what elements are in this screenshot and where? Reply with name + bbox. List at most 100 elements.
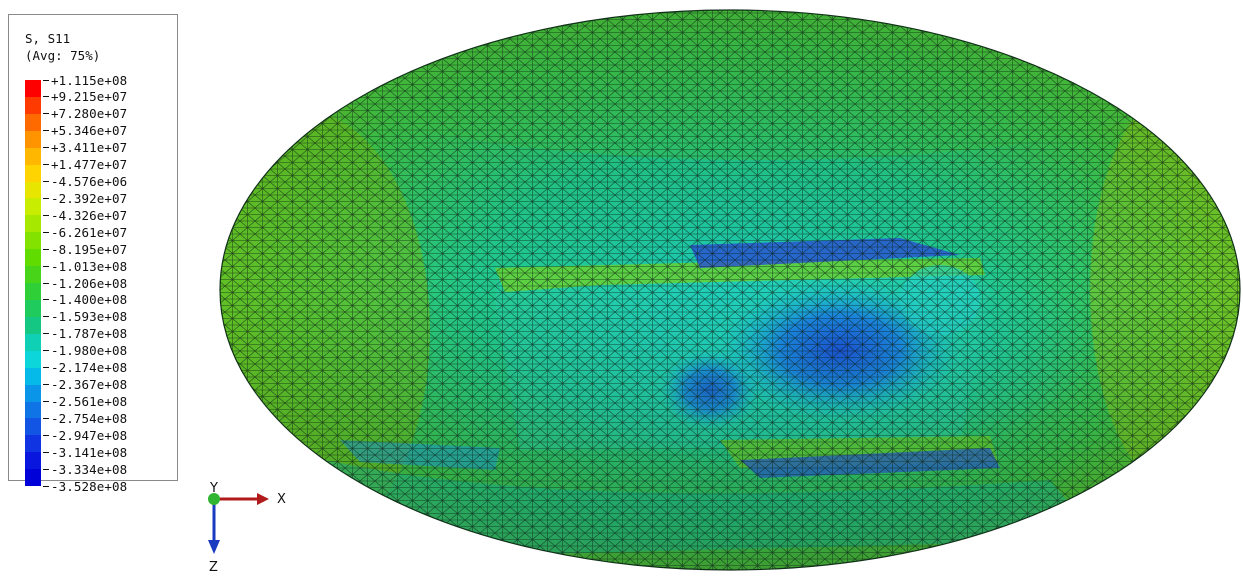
coordinate-triad: Y X Z: [195, 478, 305, 576]
legend-colorbar: [25, 80, 41, 487]
legend-tick: -3.334e+08: [43, 461, 178, 477]
legend-band: [25, 283, 41, 300]
legend-tick: +3.411e+07: [43, 140, 178, 156]
legend-tick: -4.326e+07: [43, 207, 178, 223]
legend-value-label: +3.411e+07: [51, 140, 128, 156]
legend-band: [25, 316, 41, 334]
legend-value-label: +5.346e+07: [51, 123, 128, 139]
legend-tick: -1.013e+08: [43, 258, 178, 274]
legend-value-labels: +1.115e+08 +9.215e+07 +7.280e+07 +5.346e+07…: [43, 73, 178, 494]
legend-value-label: -1.206e+08: [51, 275, 128, 291]
legend-value-label: -1.980e+08: [51, 343, 128, 359]
legend-band: [25, 130, 41, 148]
legend-value-label: -2.947e+08: [51, 427, 128, 443]
legend-tick-mark: [43, 164, 49, 166]
legend-tick-mark: [43, 333, 49, 335]
legend-tick-mark: [43, 197, 49, 199]
legend-band: [25, 435, 41, 453]
y-axis-label: Y: [210, 481, 218, 496]
legend-value-label: -4.326e+07: [51, 207, 128, 223]
legend-tick: -8.195e+07: [43, 241, 178, 257]
legend-value-label: -4.576e+06: [51, 174, 128, 189]
legend-band: [25, 418, 41, 436]
legend-band: [25, 232, 41, 250]
x-axis-label: X: [277, 492, 286, 507]
legend-band: [25, 384, 41, 402]
legend-band: [25, 215, 41, 233]
legend-tick-mark: [43, 113, 49, 115]
legend-tick: -4.576e+06: [43, 174, 178, 189]
legend-tick-mark: [43, 79, 49, 81]
legend-tick-mark: [43, 181, 49, 182]
legend-band: [25, 333, 41, 351]
legend-band: [25, 266, 41, 284]
legend-band: [25, 181, 41, 199]
legend-tick-mark: [43, 400, 49, 402]
x-axis-arrowhead: [257, 493, 269, 505]
legend-band: [25, 299, 41, 317]
legend-value-label: -8.195e+07: [51, 241, 128, 257]
legend-tick: +7.280e+07: [43, 106, 178, 122]
legend-tick: -1.787e+08: [43, 326, 178, 342]
legend-value-label: +9.215e+07: [51, 89, 128, 105]
legend-tick-mark: [43, 451, 49, 453]
legend-value-label: +7.280e+07: [51, 106, 128, 122]
legend-value-label: -3.528e+08: [51, 478, 128, 494]
legend-tick: -3.528e+08: [43, 478, 178, 494]
legend-value-label: -2.392e+07: [51, 190, 128, 206]
legend-band: [25, 164, 41, 182]
legend-value-label: +1.115e+08: [51, 72, 128, 88]
z-axis-arrowhead: [208, 540, 220, 554]
legend-tick-mark: [43, 248, 49, 250]
deformed-ellipsoid-body: [220, 10, 1240, 570]
legend-value-label: -2.367e+08: [51, 377, 128, 392]
legend-averaging-title: (Avg: 75%): [25, 48, 101, 63]
legend-tick-mark: [43, 214, 49, 216]
legend-tick: -2.174e+08: [43, 360, 178, 375]
legend-band: [25, 96, 41, 114]
legend-tick: -2.561e+08: [43, 393, 178, 409]
legend-tick-mark: [43, 282, 49, 284]
legend-band: [25, 469, 41, 487]
legend-value-label: -1.400e+08: [51, 292, 128, 308]
legend-tick: -2.754e+08: [43, 410, 178, 426]
legend-tick: +5.346e+07: [43, 123, 178, 139]
legend-tick: -1.980e+08: [43, 343, 178, 359]
z-axis-label: Z: [209, 560, 218, 575]
legend-tick-mark: [43, 231, 49, 233]
legend-band: [25, 452, 41, 470]
legend-tick-mark: [43, 417, 49, 419]
legend-tick: -1.400e+08: [43, 292, 178, 308]
legend-band: [25, 249, 41, 267]
legend-value-label: -2.754e+08: [51, 410, 128, 426]
legend-value-label: -1.013e+08: [51, 258, 128, 274]
legend-tick-mark: [43, 485, 49, 487]
y-axis-dot: [208, 493, 220, 505]
legend-tick: -2.367e+08: [43, 377, 178, 392]
legend-band: [25, 198, 41, 216]
legend-value-label: -2.561e+08: [51, 393, 128, 409]
legend-tick: +1.115e+08: [43, 72, 178, 88]
legend-tick-mark: [43, 384, 49, 385]
legend-band: [25, 113, 41, 131]
legend-tick-mark: [43, 96, 49, 98]
legend-band: [25, 350, 41, 368]
legend-value-label: -3.334e+08: [51, 461, 128, 477]
legend-value-label: -1.787e+08: [51, 326, 128, 342]
legend-tick-mark: [43, 434, 49, 436]
legend-band: [25, 80, 41, 97]
legend-tick-mark: [43, 316, 49, 318]
legend-tick-mark: [43, 147, 49, 149]
legend-variable-title: S, S11: [25, 31, 71, 46]
legend-value-label: -6.261e+07: [51, 224, 128, 240]
legend-value-label: +1.477e+07: [51, 157, 128, 173]
legend-band: [25, 367, 41, 385]
legend-tick-mark: [43, 367, 49, 369]
legend-band: [25, 147, 41, 165]
legend-tick-mark: [43, 299, 49, 301]
legend-tick: +9.215e+07: [43, 89, 178, 105]
legend-tick: -1.206e+08: [43, 275, 178, 291]
legend-tick-mark: [43, 265, 49, 267]
legend-panel: S, S11 (Avg: 75%) +1.115e+08 +9.215e+07 +7…: [8, 14, 178, 494]
